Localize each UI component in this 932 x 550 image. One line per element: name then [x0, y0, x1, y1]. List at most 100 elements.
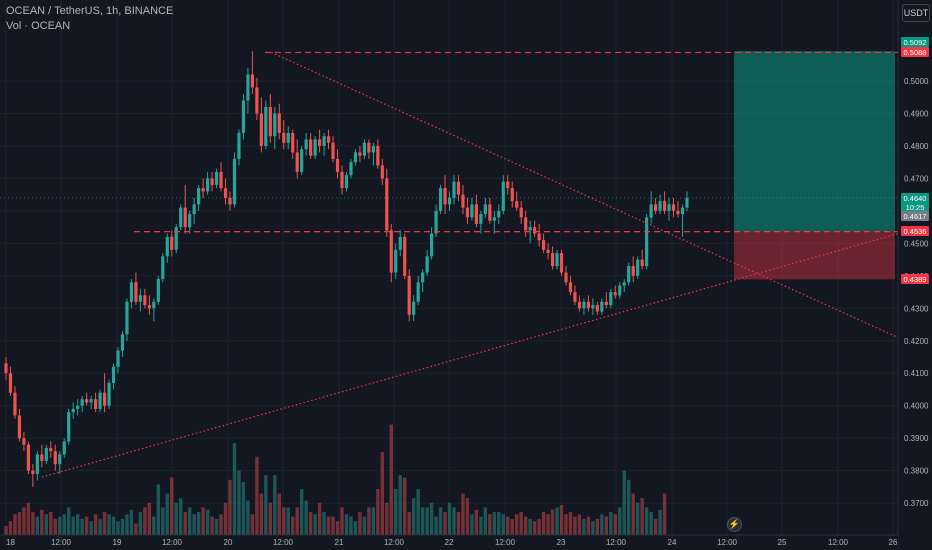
volume-bar — [214, 518, 219, 535]
symbol-title[interactable]: OCEAN / TetherUS, 1h, BINANCE — [6, 5, 174, 17]
candle — [4, 356, 8, 380]
candle-body — [555, 253, 559, 267]
volume-bar — [403, 477, 407, 535]
candle — [326, 129, 331, 150]
candle-body — [259, 113, 263, 146]
candle-body — [67, 412, 71, 442]
candle-body — [282, 132, 286, 143]
candle — [156, 275, 160, 306]
candle-body — [403, 236, 407, 276]
candle-body — [125, 301, 129, 335]
candle-body — [398, 236, 402, 250]
volume-bar — [604, 516, 609, 535]
candle — [335, 149, 340, 179]
candle — [376, 139, 380, 169]
candle — [671, 197, 676, 218]
candle-body — [165, 236, 169, 257]
price-tick-label: 0.5000 — [904, 77, 929, 86]
currency-button[interactable]: USDT — [902, 4, 930, 22]
volume-bar — [622, 470, 626, 535]
candle-body — [116, 350, 120, 367]
volume-bar — [577, 514, 582, 535]
candle-body — [559, 253, 564, 273]
candle — [645, 214, 649, 270]
candle — [49, 441, 53, 458]
candle-body — [322, 136, 326, 146]
volume-bar — [134, 523, 138, 535]
candle-body — [685, 197, 689, 208]
price-label-badge — [901, 37, 929, 47]
volume-bar — [595, 518, 600, 535]
volume-bar — [349, 516, 353, 535]
candle-body — [44, 447, 48, 461]
candle-body — [237, 132, 241, 159]
volume-bar — [125, 514, 129, 535]
volume-bar — [228, 479, 232, 535]
volume-bar — [322, 512, 326, 535]
price-label-text: 0.4617 — [904, 212, 927, 221]
lightning-icon[interactable]: ⚡ — [727, 517, 742, 532]
candle-body — [120, 334, 125, 351]
candle-body — [542, 240, 546, 250]
time-tick-label: 19 — [113, 538, 122, 547]
candle-body — [394, 249, 398, 273]
volume-bar — [452, 507, 456, 535]
price-tick-label: 0.3900 — [904, 434, 929, 443]
volume-bars — [4, 424, 667, 535]
candle-body — [367, 142, 371, 153]
time-tick-label: 12:00 — [384, 538, 405, 547]
time-tick-label: 25 — [778, 538, 787, 547]
time-axis[interactable]: 18 12:00 19 12:00 20 12:00 21 12:00 22 12:00 23 12:… — [0, 534, 898, 550]
candle — [550, 246, 555, 270]
volume-bar — [62, 514, 66, 535]
volume-bar — [313, 514, 317, 535]
candle-body — [232, 158, 237, 205]
time-tick-label: 18 — [6, 538, 15, 547]
price-tick-label: 0.4000 — [904, 402, 929, 411]
candle-body — [326, 136, 331, 143]
volume-bar — [255, 456, 259, 535]
candle-body — [577, 301, 582, 309]
volume-bar — [282, 507, 286, 535]
volume-bar — [662, 493, 667, 535]
candle-body — [17, 415, 22, 439]
candle-body — [170, 236, 174, 250]
candle — [232, 152, 237, 208]
volume-bar — [358, 512, 362, 535]
volume-bar — [497, 512, 501, 535]
volume-bar — [111, 516, 116, 535]
candle-body — [416, 282, 420, 302]
volume-bar — [362, 516, 367, 535]
volume-indicator-title[interactable]: Vol · OCEAN — [6, 20, 71, 32]
volume-bar — [192, 514, 196, 535]
candle — [80, 395, 84, 413]
candle — [165, 233, 169, 263]
time-tick-label: 12:00 — [495, 538, 516, 547]
candle — [268, 93, 272, 143]
candle — [129, 279, 134, 309]
candle-body — [510, 188, 514, 202]
candle-body — [340, 171, 344, 189]
candle-body — [26, 444, 30, 471]
candle-body — [483, 204, 487, 215]
volume-bar — [456, 512, 461, 535]
candle-body — [385, 178, 389, 231]
volume-bar — [340, 507, 344, 535]
candle-body — [662, 201, 667, 211]
candle — [474, 194, 478, 228]
candle — [349, 158, 353, 179]
volume-bar — [71, 516, 75, 535]
time-tick-label: 20 — [224, 538, 233, 547]
candle-body — [604, 301, 608, 306]
volume-bar — [541, 512, 546, 535]
volume-bar — [286, 507, 290, 535]
candle — [586, 295, 590, 312]
price-label-text: 0.4536 — [904, 227, 927, 236]
candle-body — [264, 106, 268, 146]
candle — [559, 249, 564, 276]
candle — [631, 256, 635, 283]
candle — [192, 197, 196, 224]
volume-bar — [519, 512, 523, 535]
